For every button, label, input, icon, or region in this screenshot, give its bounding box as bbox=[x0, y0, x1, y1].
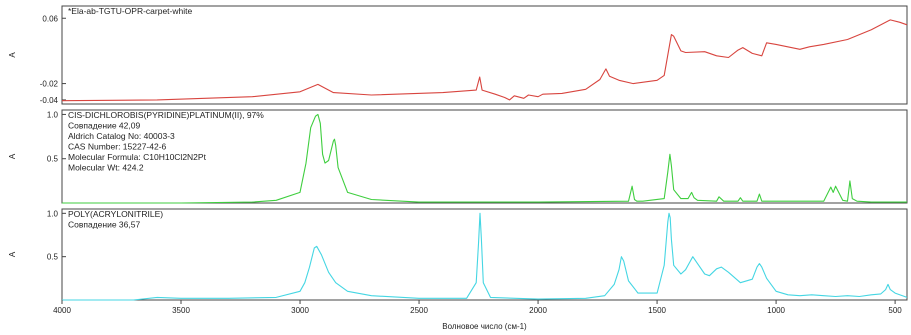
spectrum-line bbox=[62, 113, 907, 204]
spectrum-info-line: Molecular Formula: C10H10Cl2N2Pt bbox=[68, 152, 207, 162]
y-tick-label: -0.02 bbox=[40, 80, 59, 89]
y-tick-label: -0.04 bbox=[40, 96, 59, 105]
spectrum-info-line: Совпадение 36,57 bbox=[68, 220, 140, 230]
x-tick-label: 2000 bbox=[529, 306, 547, 315]
spectrum-info-line: Совпадение 42,09 bbox=[68, 121, 140, 131]
y-tick-label: 1.0 bbox=[47, 209, 59, 218]
x-tick-label: 4000 bbox=[53, 306, 71, 315]
spectrum-line bbox=[61, 19, 908, 102]
spectrum-info-line: CAS Number: 15227-42-6 bbox=[68, 142, 167, 152]
y-tick-label: 0.5 bbox=[47, 155, 59, 164]
plot-panel-frame bbox=[61, 109, 908, 204]
spectrum-info-line: Molecular Wt: 424.2 bbox=[68, 163, 144, 173]
y-tick-label: 0.5 bbox=[47, 253, 59, 262]
x-tick-label: 2500 bbox=[410, 306, 428, 315]
y-axis-label: A bbox=[8, 52, 17, 58]
x-tick-label: 3500 bbox=[172, 306, 190, 315]
plot-panel-frame bbox=[61, 5, 908, 105]
y-tick-label: 0.06 bbox=[42, 14, 58, 23]
x-tick-label: 500 bbox=[888, 306, 902, 315]
y-axis-label: A bbox=[8, 153, 17, 159]
y-tick-label: 1.0 bbox=[47, 110, 59, 119]
spectrum-title: CIS-DICHLOROBIS(PYRIDINE)PLATINUM(II), 9… bbox=[68, 110, 264, 120]
x-axis-label: Волновое число (см-1) bbox=[442, 322, 527, 331]
spectrum-title: POLY(ACRYLONITRILE) bbox=[68, 209, 163, 219]
y-axis-label: A bbox=[8, 251, 17, 257]
x-tick-label: 1000 bbox=[767, 306, 785, 315]
spectrum-title: *Ela-ab-TGTU-OPR-carpet-white bbox=[68, 6, 192, 16]
x-tick-label: 3000 bbox=[291, 306, 309, 315]
spectrum-line bbox=[62, 212, 908, 301]
plot-panel-frame bbox=[61, 208, 908, 301]
x-tick-label: 1500 bbox=[648, 306, 666, 315]
spectrum-info-line: Aldrich Catalog No: 40003-3 bbox=[68, 131, 175, 141]
